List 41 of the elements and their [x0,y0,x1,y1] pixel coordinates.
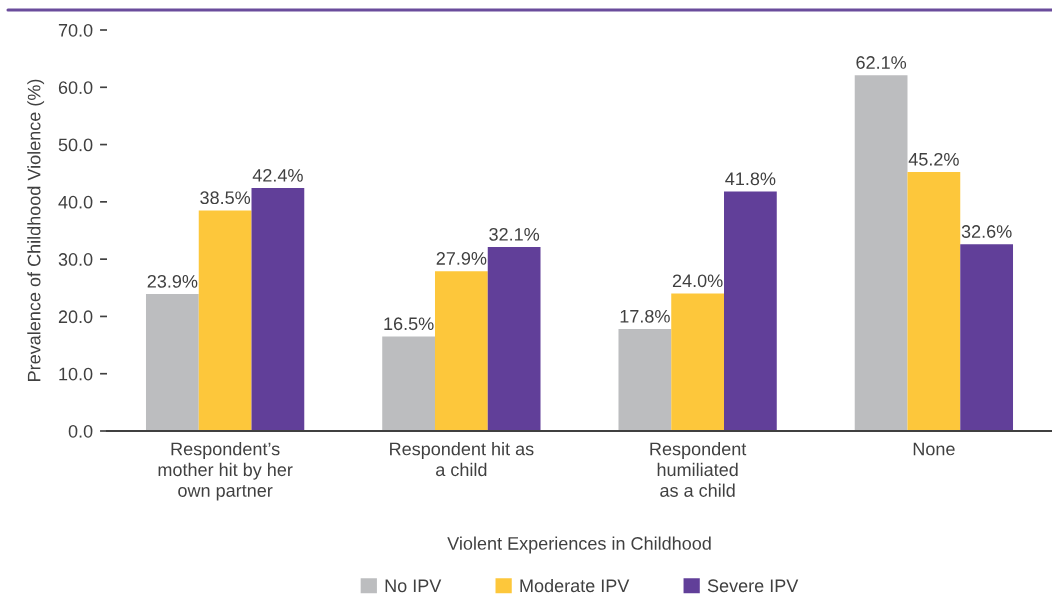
data-label: 27.9% [436,252,487,265]
bar [434,271,488,431]
data-label: 38.5% [200,191,251,205]
y-tick-label: 50.0 [58,138,93,152]
x-tick-label: Respondent’s mother hit by her own partner [158,442,293,501]
x-axis-title: Violent Experiences in Childhood [447,536,711,554]
bar [671,293,725,431]
bar [145,294,199,431]
y-tick-label: 10.0 [59,367,93,381]
y-tick-label: 70.0 [58,23,93,37]
x-tick-label: None [913,442,955,456]
data-label: 42.4% [252,168,303,182]
legend-label: Severe IPV [707,579,799,593]
bar [854,75,908,431]
y-tick-label: 30.0 [58,253,93,266]
y-axis-title: Prevalence of Childhood Violence (%) [27,79,45,381]
legend-label: No IPV [385,579,442,593]
y-tick-label: 20.0 [58,310,93,324]
bar [251,188,305,431]
data-label: 16.5% [384,317,434,331]
bar [487,247,541,431]
data-label: 23.9% [147,274,198,288]
data-label: 45.2% [908,152,959,166]
x-tick-label: Respondent hit as a child [390,442,534,477]
data-label: 24.0% [672,274,723,288]
bar [618,329,672,431]
bar [907,172,961,431]
legend-label: Moderate IPV [520,578,630,593]
data-label: 41.8% [725,172,776,186]
bar [724,191,777,431]
data-label: 32.6% [961,225,1012,238]
bar [382,336,435,431]
y-tick-label: 0.0 [68,424,93,438]
x-tick-label: Respondent humiliated as a child [650,442,747,497]
data-label: 17.8% [620,309,670,323]
data-label: 32.1% [489,227,540,241]
data-label: 62.1% [856,56,907,69]
y-tick-label: 60.0 [58,81,93,95]
y-tick-label: 40.0 [58,195,93,209]
bar [198,210,252,431]
bar [960,244,1014,431]
